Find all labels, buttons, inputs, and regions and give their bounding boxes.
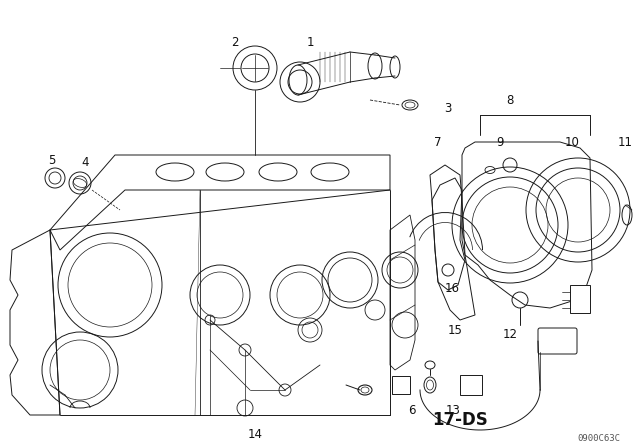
Text: 16: 16 <box>445 281 460 294</box>
Text: 17-DS: 17-DS <box>432 411 488 429</box>
Text: 3: 3 <box>444 102 452 115</box>
Text: 6: 6 <box>408 404 416 417</box>
Text: 15: 15 <box>447 323 463 336</box>
Text: 7: 7 <box>435 135 442 148</box>
Text: 5: 5 <box>48 154 56 167</box>
Text: 4: 4 <box>81 155 89 168</box>
Text: 13: 13 <box>445 404 460 417</box>
Text: 2: 2 <box>231 35 239 48</box>
FancyBboxPatch shape <box>570 285 590 313</box>
Text: 12: 12 <box>502 328 518 341</box>
Text: 9: 9 <box>496 135 504 148</box>
Text: 8: 8 <box>506 94 514 107</box>
FancyBboxPatch shape <box>392 376 410 394</box>
FancyBboxPatch shape <box>538 328 577 354</box>
Text: 0900C63C: 0900C63C <box>577 434 620 443</box>
Text: 14: 14 <box>248 428 262 441</box>
Text: 10: 10 <box>564 135 579 148</box>
FancyBboxPatch shape <box>460 375 482 395</box>
Text: 1: 1 <box>307 35 314 48</box>
Text: 11: 11 <box>618 135 632 148</box>
